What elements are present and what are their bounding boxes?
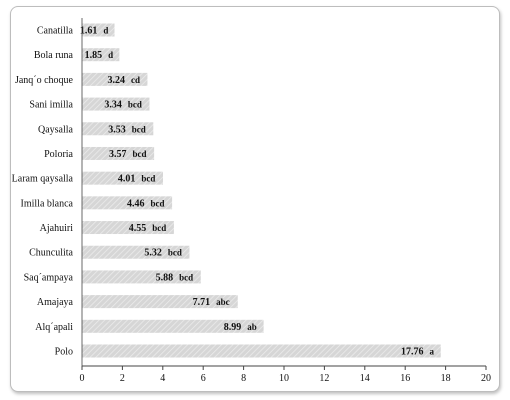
x-tick-label-2: 2 <box>120 373 125 384</box>
group-letter-alq-apali: ab <box>247 322 257 332</box>
group-letter-laram-qaysalla: bcd <box>141 174 155 184</box>
category-label-bola-runa: Bola runa <box>34 50 74 61</box>
category-label-alq-apali: Alq´apali <box>35 322 73 333</box>
x-tick-label-0: 0 <box>80 373 85 384</box>
group-letter-chunculita: bcd <box>168 248 182 258</box>
bar-janq-o-choque <box>82 72 148 86</box>
category-label-amajaya: Amajaya <box>37 297 74 308</box>
category-label-chunculita: Chunculita <box>29 248 73 259</box>
group-letter-qaysalla: bcd <box>132 124 146 134</box>
bar-qaysalla <box>82 122 154 136</box>
bars-layer <box>82 23 441 358</box>
value-label-canatilla: 1.61 <box>80 26 98 37</box>
category-label-imilla-blanca: Imilla blanca <box>21 198 74 209</box>
value-label-chunculita: 5.32 <box>144 248 162 259</box>
category-label-qaysalla: Qaysalla <box>38 124 74 135</box>
x-tick-label-12: 12 <box>319 373 329 384</box>
category-label-polo: Polo <box>55 347 73 358</box>
bar-sani-imilla <box>82 97 150 111</box>
category-label-laram-qaysalla: Laram qaysalla <box>12 174 74 185</box>
labels-layer: Canatilla 1.61 d Bola runa 1.85 d Janq´o choqu… <box>12 26 435 358</box>
bar-canatilla <box>82 23 115 37</box>
bar-poloria <box>82 146 155 160</box>
x-tick-label-14: 14 <box>360 373 370 384</box>
bar-alq-apali <box>82 319 264 333</box>
group-letter-ajahuiri: bcd <box>152 223 166 233</box>
x-tick-label-10: 10 <box>279 373 289 384</box>
x-tick-label-8: 8 <box>241 373 246 384</box>
value-label-sani-imilla: 3.34 <box>104 100 122 111</box>
group-letter-poloria: bcd <box>133 149 147 159</box>
group-letter-janq-o-choque: cd <box>131 75 140 85</box>
value-label-laram-qaysalla: 4.01 <box>118 174 136 185</box>
x-tick-label-16: 16 <box>400 373 410 384</box>
value-label-janq-o-choque: 3.24 <box>108 75 126 86</box>
bar-chunculita <box>82 245 190 259</box>
x-axis: 0 2 4 6 8 10 12 14 16 18 20 <box>80 18 491 384</box>
value-label-imilla-blanca: 4.46 <box>127 198 145 209</box>
group-letter-polo: a <box>430 347 435 357</box>
category-label-saq-ampaya: Saq´ampaya <box>24 272 74 283</box>
category-label-janq-o-choque: Janq´o choque <box>15 75 74 86</box>
bar-ajahuiri <box>82 221 174 235</box>
bar-polo <box>82 344 441 358</box>
value-label-qaysalla: 3.53 <box>108 124 126 135</box>
bar-laram-qaysalla <box>82 171 164 185</box>
category-label-sani-imilla: Sani imilla <box>29 100 73 111</box>
value-label-alq-apali: 8.99 <box>224 322 242 333</box>
bar-imilla-blanca <box>82 196 173 210</box>
x-tick-label-6: 6 <box>201 373 206 384</box>
bar-saq-ampaya <box>82 270 201 284</box>
bar-amajaya <box>82 295 238 309</box>
category-label-canatilla: Canatilla <box>37 26 74 37</box>
value-label-amajaya: 7.71 <box>193 297 211 308</box>
x-tick-label-20: 20 <box>481 373 491 384</box>
x-tick-label-18: 18 <box>441 373 451 384</box>
group-letter-saq-ampaya: bcd <box>179 272 193 282</box>
category-label-poloria: Poloria <box>44 149 73 160</box>
value-label-ajahuiri: 4.55 <box>129 223 147 234</box>
group-letter-canatilla: d <box>103 26 108 36</box>
group-letter-bola-runa: d <box>108 50 113 60</box>
bar-bola-runa <box>82 48 120 62</box>
value-label-bola-runa: 1.85 <box>85 50 103 61</box>
group-letter-sani-imilla: bcd <box>128 100 142 110</box>
value-label-poloria: 3.57 <box>109 149 127 160</box>
group-letter-imilla-blanca: bcd <box>150 198 164 208</box>
group-letter-amajaya: abc <box>216 297 230 307</box>
x-tick-label-4: 4 <box>160 373 165 384</box>
value-label-polo: 17.76 <box>401 347 424 358</box>
category-label-ajahuiri: Ajahuiri <box>40 223 74 234</box>
value-label-saq-ampaya: 5.88 <box>156 272 174 283</box>
